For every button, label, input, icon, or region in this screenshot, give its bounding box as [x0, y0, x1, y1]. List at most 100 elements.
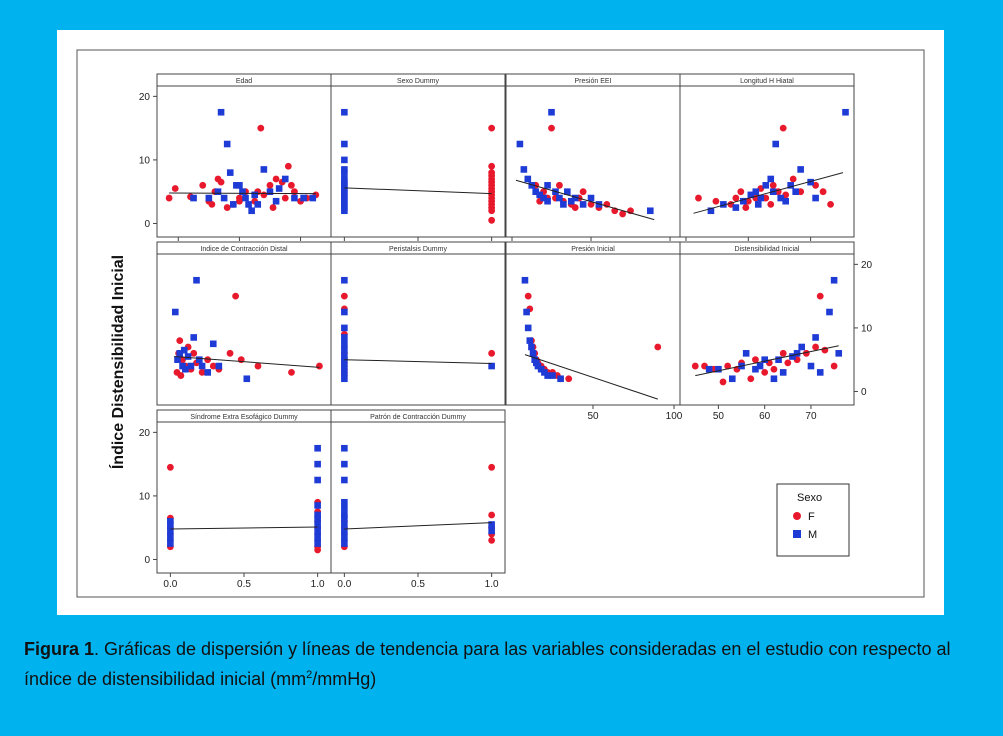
x-tick-label: 1.0	[311, 579, 325, 590]
data-point-m	[341, 169, 348, 176]
data-point-m	[205, 194, 213, 202]
data-point-m	[756, 362, 764, 370]
data-point-m	[182, 365, 189, 373]
panel-frame	[156, 409, 332, 574]
data-point-m	[488, 521, 495, 528]
data-point-m	[180, 346, 188, 354]
data-point-f	[691, 362, 699, 370]
data-point-f	[272, 175, 280, 183]
data-point-f	[556, 181, 563, 189]
data-point-m	[187, 362, 195, 370]
data-point-m	[807, 178, 814, 186]
trend-line	[169, 192, 316, 195]
data-point-m	[777, 194, 785, 202]
data-point-m	[215, 362, 223, 370]
data-point-m	[740, 197, 747, 205]
data-point-m	[275, 185, 283, 192]
data-point-m	[341, 444, 348, 452]
data-point-m	[220, 194, 228, 202]
data-point-m	[775, 356, 782, 363]
data-point-m	[341, 498, 348, 506]
data-point-m	[549, 372, 556, 379]
trend-line	[695, 345, 839, 377]
data-point-m	[341, 276, 348, 284]
data-point-m	[341, 340, 348, 348]
data-point-f	[488, 349, 496, 357]
data-point-m	[528, 343, 535, 351]
data-point-f	[314, 546, 322, 554]
x-tick-label: 0.5	[411, 579, 425, 590]
panel-10: Patrón de Contracción Dummy 0.0 0.5 1.0	[330, 409, 506, 590]
data-point-m	[732, 204, 740, 211]
legend-marker-m	[793, 530, 801, 538]
data-point-f	[165, 194, 173, 202]
data-point-m	[314, 527, 321, 535]
data-point-m	[540, 194, 547, 202]
data-point-m	[214, 188, 222, 195]
data-point-m	[792, 188, 799, 195]
panel-frame	[330, 241, 506, 406]
data-point-f	[284, 162, 292, 170]
trend-line	[170, 526, 318, 530]
y-tick-label: 20	[139, 428, 151, 439]
data-point-m	[242, 194, 249, 202]
data-point-f	[269, 204, 277, 211]
data-point-m	[314, 476, 321, 484]
data-point-m	[341, 527, 348, 535]
data-point-m	[314, 540, 321, 547]
data-point-m	[193, 276, 200, 284]
data-point-m	[167, 540, 174, 547]
data-point-m	[835, 350, 843, 357]
data-point-m	[341, 346, 348, 354]
y-tick-label: 10	[139, 155, 151, 166]
trend-line	[515, 179, 655, 221]
x-tick-label: 50	[713, 411, 725, 422]
data-point-m	[762, 182, 770, 189]
data-point-m	[341, 324, 348, 332]
panel-title: Patrón de Contracción Dummy	[370, 414, 466, 421]
data-point-m	[341, 369, 348, 376]
data-point-m	[529, 350, 537, 357]
data-point-f	[291, 188, 298, 196]
legend-title: Sexo	[797, 492, 822, 504]
data-point-f	[488, 162, 496, 170]
data-point-m	[341, 108, 348, 116]
data-point-f	[524, 292, 532, 300]
data-point-f	[190, 349, 198, 357]
data-point-m	[190, 194, 197, 202]
data-point-m	[747, 191, 755, 199]
data-point-m	[524, 324, 532, 332]
data-point-f	[770, 365, 778, 373]
data-point-m	[243, 375, 251, 383]
data-point-m	[544, 182, 551, 189]
panel-title: Peristalsis Dummy	[389, 246, 447, 253]
data-point-f	[209, 362, 217, 370]
data-point-f	[747, 375, 755, 383]
data-point-m	[646, 207, 654, 215]
data-point-f	[176, 337, 184, 345]
trend-line	[524, 354, 658, 400]
data-point-f	[281, 194, 289, 202]
data-point-m	[812, 334, 819, 341]
data-point-m	[564, 188, 571, 195]
data-point-m	[521, 276, 529, 284]
data-point-f	[199, 181, 207, 189]
data-point-m	[793, 350, 801, 357]
data-point-m	[341, 308, 348, 316]
data-point-f	[214, 175, 222, 183]
data-point-m	[309, 194, 317, 202]
figure-panel: Índice Distensibilidad Inicial Edad20406…	[57, 30, 944, 615]
data-point-m	[260, 166, 268, 173]
legend-label-f: F	[808, 511, 815, 523]
data-point-m	[526, 337, 534, 344]
data-point-m	[524, 175, 532, 183]
data-point-f	[548, 124, 555, 132]
data-point-m	[198, 362, 206, 370]
x-tick-label: 0.5	[237, 579, 251, 590]
y-tick-label: 10	[139, 491, 151, 502]
y-tick-label: 20	[139, 92, 151, 103]
data-point-m	[226, 169, 234, 176]
data-point-f	[316, 362, 323, 370]
data-point-m	[236, 182, 243, 189]
panel-frame	[330, 409, 506, 574]
